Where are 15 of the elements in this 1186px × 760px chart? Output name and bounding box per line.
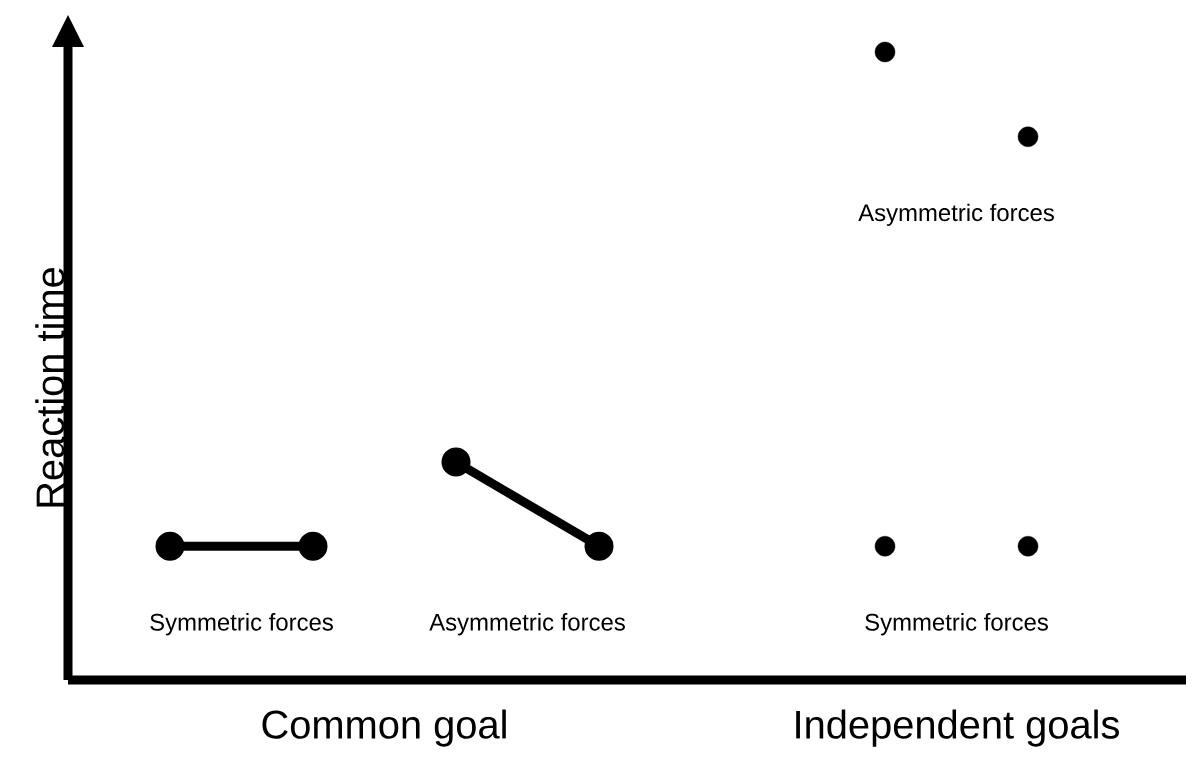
x-tick-label: Independent goals bbox=[796, 709, 1119, 747]
x-tick-label: Common goal bbox=[262, 709, 506, 747]
point bbox=[298, 531, 328, 561]
point bbox=[441, 447, 471, 477]
y-axis-title: Reaction time bbox=[35, 268, 65, 507]
point bbox=[1017, 536, 1039, 557]
text: Asymmetric forces bbox=[858, 203, 1054, 226]
point bbox=[1017, 126, 1039, 147]
point bbox=[874, 536, 896, 557]
text: Asymmetric forces bbox=[429, 613, 625, 636]
point bbox=[155, 531, 185, 561]
point bbox=[874, 41, 896, 63]
text: Symmetric forces bbox=[150, 613, 333, 636]
point bbox=[584, 531, 614, 561]
text: Symmetric forces bbox=[865, 613, 1048, 636]
